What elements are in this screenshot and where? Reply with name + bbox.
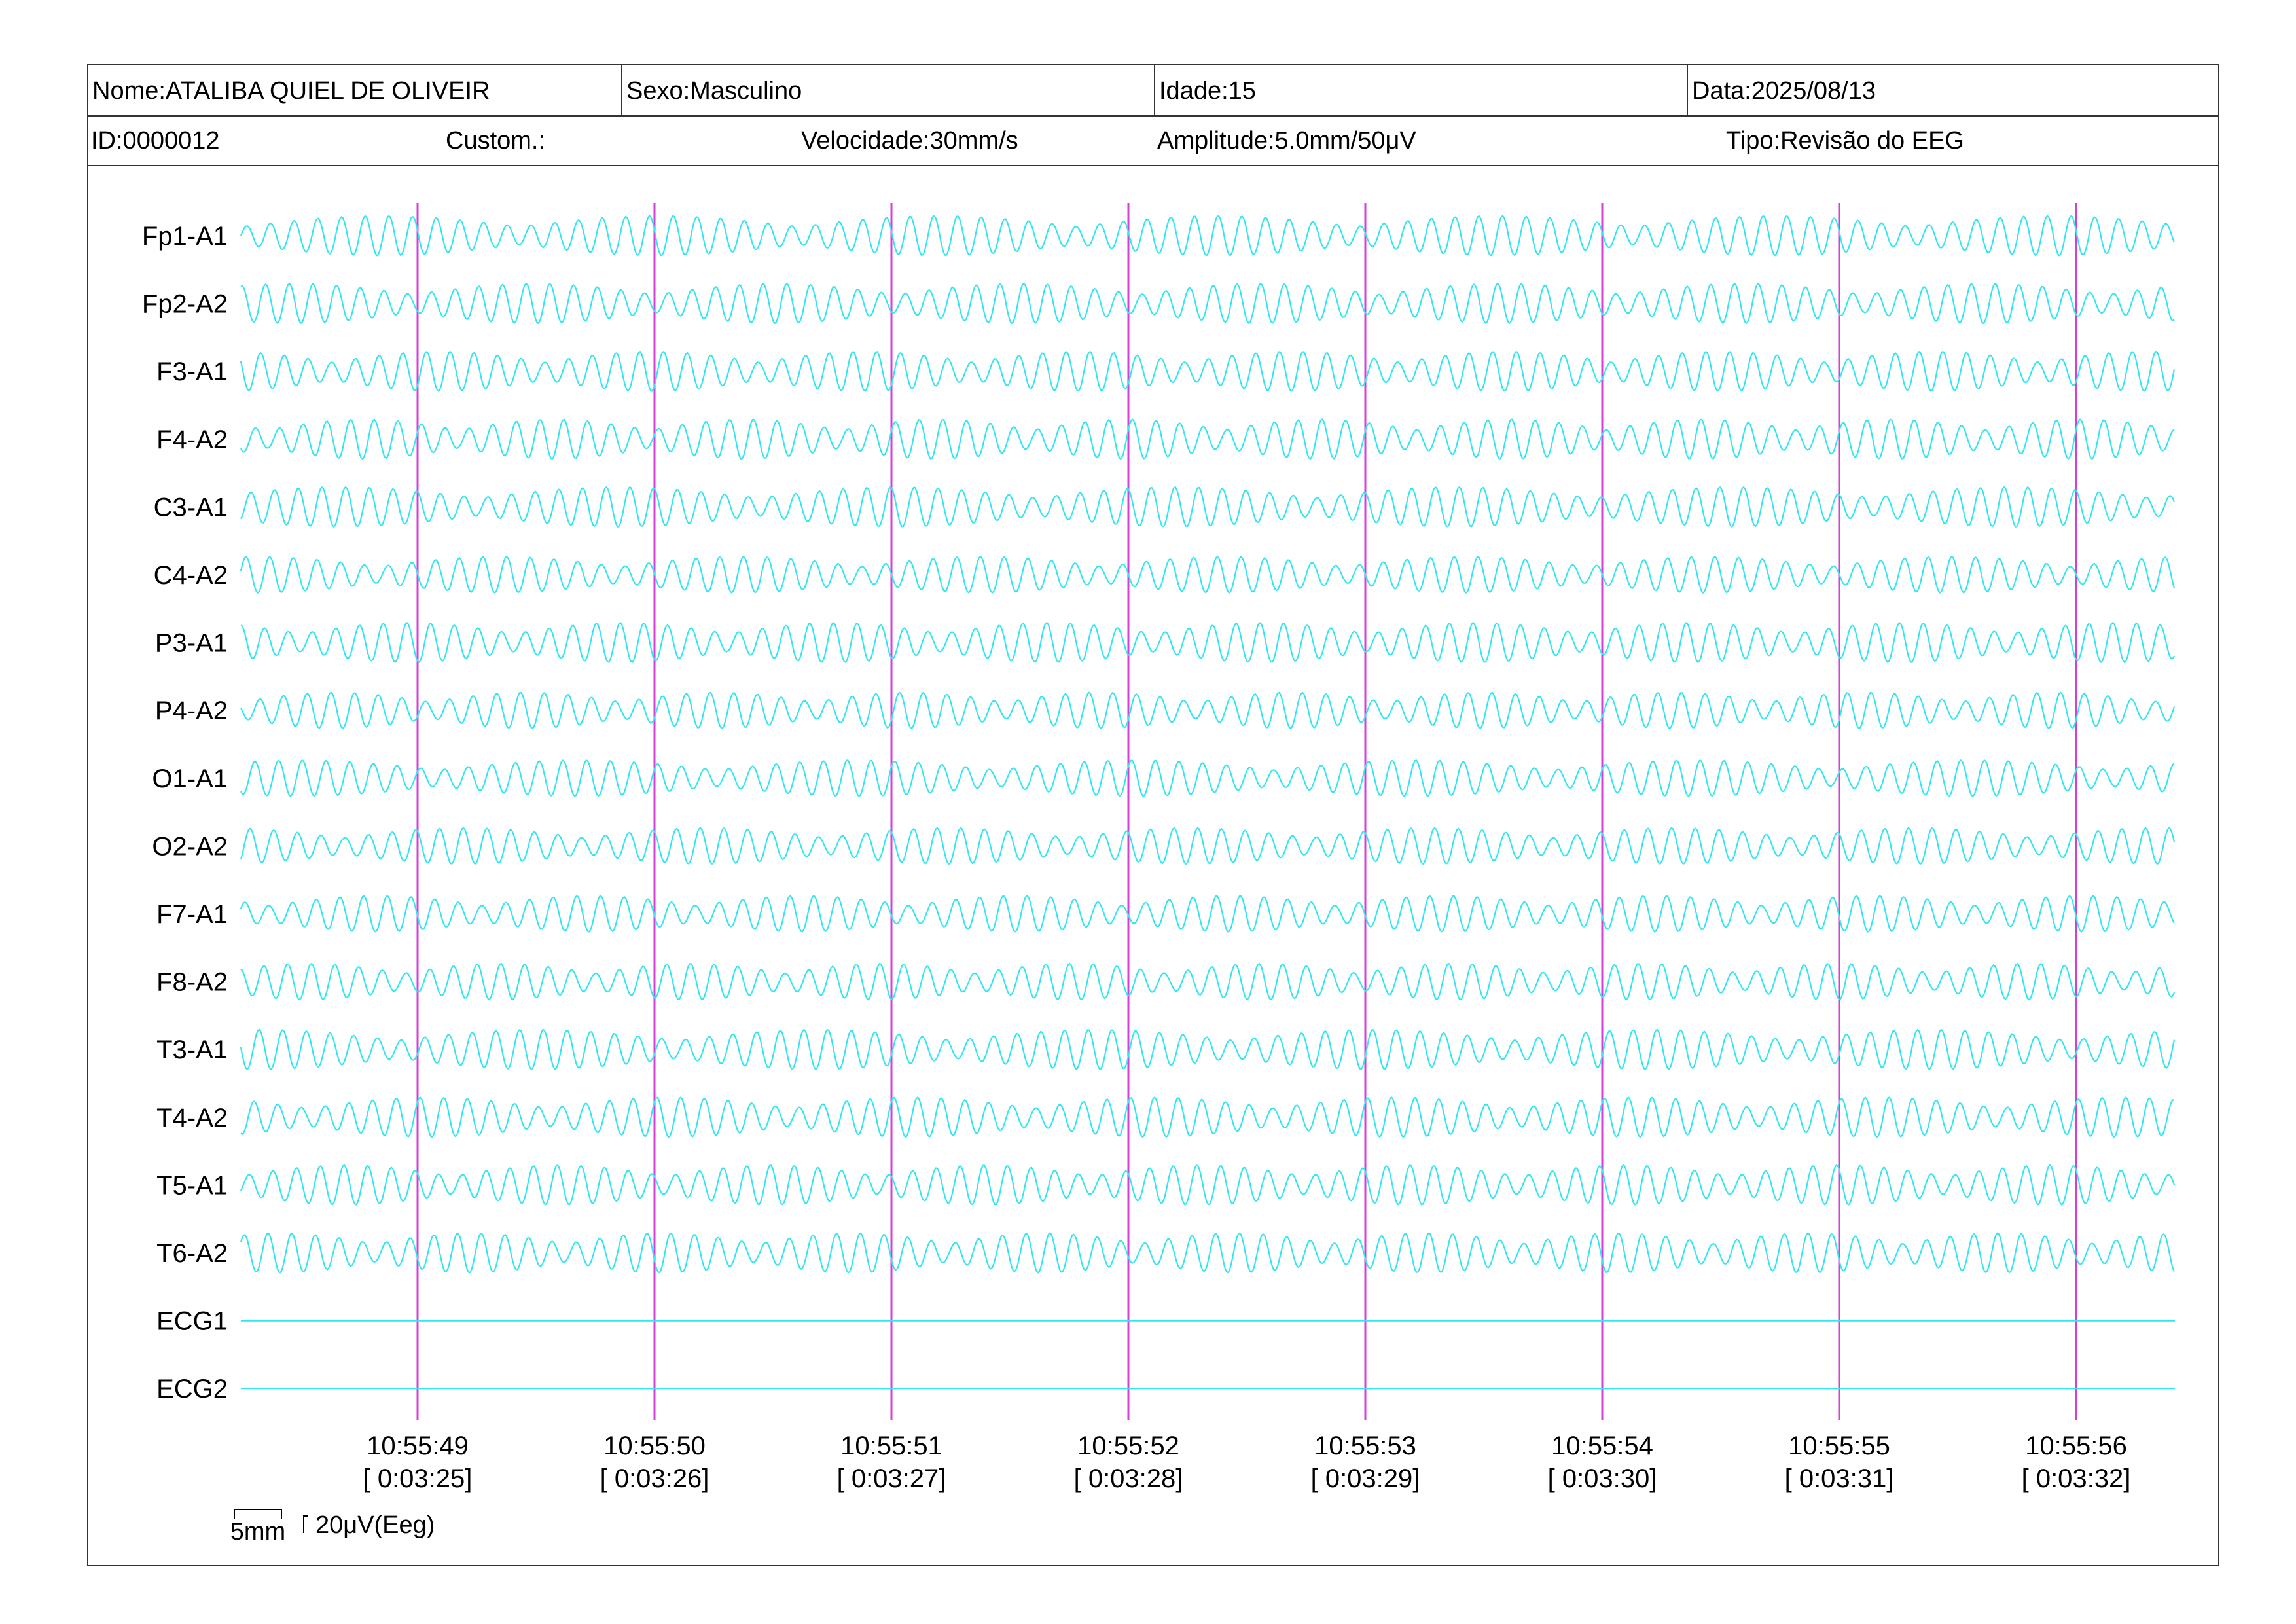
channel-label: ECG2 [156, 1375, 228, 1403]
recording-date: Data:2025/08/13 [1687, 65, 1876, 115]
time-scale-label: 5mm [230, 1518, 285, 1545]
channel-label: Fp2-A2 [142, 290, 228, 319]
elapsed-time-label: [ 0:03:31] [1785, 1464, 1894, 1493]
channel-label: F3-A1 [156, 357, 228, 386]
trace-fp1-a1 [240, 215, 2176, 257]
trace-t5-a1 [240, 1164, 2176, 1206]
trace-f4-a2 [240, 418, 2175, 460]
elapsed-time-label: [ 0:03:25] [363, 1464, 473, 1493]
scale-bar: 5mm 20μV(Eeg) [230, 1509, 435, 1545]
elapsed-time-label: [ 0:03:30] [1548, 1464, 1657, 1493]
trace-t3-a1 [240, 1028, 2176, 1070]
elapsed-time-label: [ 0:03:29] [1311, 1464, 1420, 1493]
channel-label: T6-A2 [156, 1239, 228, 1268]
patient-id: ID:0000012 [91, 127, 220, 154]
trace-o1-a1 [240, 759, 2175, 797]
paper-speed: Velocidade:30mm/s [801, 127, 1018, 154]
patient-age: Idade:15 [1154, 65, 1256, 115]
amplitude-scale: Amplitude:5.0mm/50μV [1157, 127, 1416, 154]
time-scale-bracket [234, 1509, 282, 1519]
amplitude-scale-bracket [303, 1515, 308, 1533]
channel-labels: Fp1-A1 Fp2-A2 F3-A1 F4-A2 C3-A1 C4-A2 P3-A1 P4-… [142, 222, 228, 1403]
channel-label: F4-A2 [156, 425, 228, 454]
channel-label: O2-A2 [152, 832, 228, 861]
trace-t6-a2 [240, 1232, 2176, 1274]
amplitude-scale-label: 20μV(Eeg) [315, 1511, 435, 1539]
elapsed-time-label: [ 0:03:26] [600, 1464, 709, 1493]
clock-time-label: 10:55:52 [1077, 1432, 1179, 1460]
channel-label: F7-A1 [156, 900, 228, 929]
channel-label: T3-A1 [156, 1036, 228, 1064]
clock-time-label: 10:55:55 [1788, 1432, 1890, 1460]
patient-sex: Sexo:Masculino [621, 65, 802, 115]
channel-label: P3-A1 [155, 629, 228, 658]
clock-time-label: 10:55:56 [2025, 1432, 2127, 1460]
recording-info-row: ID:0000012 Custom.: Velocidade:30mm/s Am… [88, 115, 2218, 166]
trace-t4-a2 [240, 1096, 2175, 1138]
channel-label: O1-A1 [152, 765, 228, 793]
trace-f3-a1 [240, 350, 2176, 392]
time-labels: 10:55:49 [ 0:03:25] 10:55:50 [ 0:03:26] 10:5… [363, 1432, 2131, 1493]
patient-name: Nome:ATALIBA QUIEL DE OLIVEIR [92, 77, 490, 105]
trace-p4-a2 [240, 691, 2176, 730]
clock-time-label: 10:55:49 [367, 1432, 469, 1460]
channel-label: C3-A1 [154, 493, 228, 522]
channel-label: P4-A2 [155, 696, 228, 725]
channel-label: C4-A2 [154, 561, 228, 590]
channel-traces [240, 215, 2176, 1390]
trace-c4-a2 [240, 556, 2176, 594]
channel-label: Fp1-A1 [142, 222, 228, 251]
custom-field: Custom.: [446, 127, 546, 154]
patient-info-row: Nome:ATALIBA QUIEL DE OLIVEIR Sexo:Mascu… [88, 65, 2218, 117]
channel-label: T5-A1 [156, 1171, 228, 1200]
channel-label: F8-A2 [156, 968, 228, 997]
trace-f7-a1 [240, 895, 2175, 933]
trace-p3-a1 [240, 621, 2175, 664]
channel-label: T4-A2 [156, 1104, 228, 1132]
second-markers [416, 203, 2077, 1420]
clock-time-label: 10:55:54 [1551, 1432, 1653, 1460]
clock-time-label: 10:55:50 [603, 1432, 706, 1460]
channel-label: ECG1 [156, 1307, 228, 1336]
trace-c3-a1 [240, 486, 2176, 528]
review-type: Tipo:Revisão do EEG [1726, 127, 1964, 154]
elapsed-time-label: [ 0:03:28] [1074, 1464, 1183, 1493]
trace-fp2-a2 [240, 282, 2175, 325]
report-frame: Nome:ATALIBA QUIEL DE OLIVEIR Sexo:Mascu… [87, 64, 2219, 1566]
trace-o2-a2 [240, 827, 2176, 865]
clock-time-label: 10:55:51 [840, 1432, 942, 1460]
elapsed-time-label: [ 0:03:27] [837, 1464, 946, 1493]
trace-f8-a2 [240, 962, 2176, 1001]
elapsed-time-label: [ 0:03:32] [2022, 1464, 2131, 1493]
clock-time-label: 10:55:53 [1314, 1432, 1416, 1460]
